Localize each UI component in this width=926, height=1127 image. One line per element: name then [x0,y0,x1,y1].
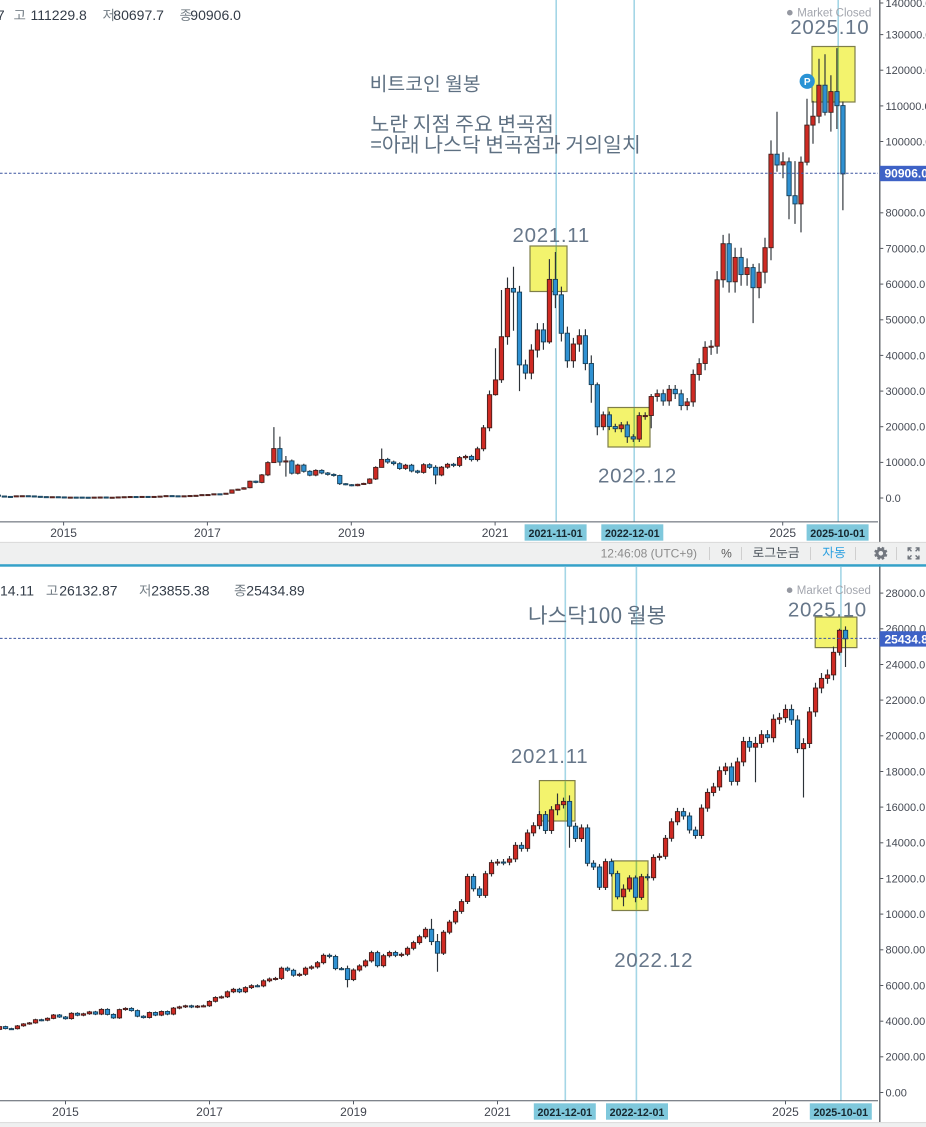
svg-text:28000.0: 28000.0 [886,588,926,600]
svg-text:10000.0: 10000.0 [886,457,926,469]
svg-text:2017: 2017 [194,526,221,540]
svg-text:26132.87: 26132.87 [59,582,118,598]
svg-text:2000.00: 2000.00 [886,1052,926,1064]
svg-text:30000.0: 30000.0 [886,386,926,398]
svg-text:0.00: 0.00 [886,1087,907,1099]
svg-text:110000.0: 110000.0 [886,101,926,113]
svg-text:2015: 2015 [52,1105,79,1119]
svg-text:18000.0: 18000.0 [886,766,926,778]
svg-text:Market Closed: Market Closed [797,7,871,19]
svg-text:P: P [804,77,811,88]
svg-text:23855.38: 23855.38 [151,582,210,598]
svg-text:Market Closed: Market Closed [797,585,871,597]
svg-text:2017: 2017 [196,1105,223,1119]
svg-text:60000.0: 60000.0 [886,279,926,291]
svg-text:130000.0: 130000.0 [886,30,926,42]
svg-text:12:46:08 (UTC+9): 12:46:08 (UTC+9) [601,547,697,561]
svg-text:2019: 2019 [340,1105,367,1119]
svg-text:2025: 2025 [772,1105,799,1119]
svg-text:25434.8: 25434.8 [885,632,926,646]
svg-text:0.0: 0.0 [886,493,901,505]
svg-text:50000.0: 50000.0 [886,315,926,327]
svg-text:2021-12-01: 2021-12-01 [537,1107,592,1119]
svg-text:2025.10: 2025.10 [788,599,867,622]
svg-text:140000.0: 140000.0 [886,0,926,10]
svg-text:40000.0: 40000.0 [886,350,926,362]
svg-text:2021: 2021 [484,1105,511,1119]
svg-text:90906.0: 90906.0 [885,167,926,181]
svg-text:2021.11: 2021.11 [513,224,590,247]
svg-text:2015: 2015 [50,526,77,540]
svg-text:6000.00: 6000.00 [886,980,926,992]
svg-text:111229.8: 111229.8 [31,7,88,23]
svg-text:2025-10-01: 2025-10-01 [813,1107,868,1119]
svg-text:2025-10-01: 2025-10-01 [810,528,865,540]
svg-text:2022.12: 2022.12 [614,949,693,972]
svg-text:2022-12-01: 2022-12-01 [610,1107,665,1119]
svg-text:2025.10: 2025.10 [790,16,869,39]
svg-text:24000.0: 24000.0 [886,659,926,671]
svg-text:2022-12-01: 2022-12-01 [605,528,660,540]
svg-text:14000.0: 14000.0 [886,838,926,850]
svg-text:22000.0: 22000.0 [886,695,926,707]
svg-text:2025: 2025 [769,526,796,540]
svg-text:16000.0: 16000.0 [886,802,926,814]
svg-text:70000.0: 70000.0 [886,243,926,255]
svg-text:4000.00: 4000.00 [886,1016,926,1028]
svg-text:2021: 2021 [482,526,509,540]
svg-text:10000.0: 10000.0 [886,909,926,921]
svg-text:25434.89: 25434.89 [246,582,305,598]
svg-text:8000.00: 8000.00 [886,945,926,957]
svg-text:2021-11-01: 2021-11-01 [529,528,583,540]
svg-text:12000.0: 12000.0 [886,873,926,885]
svg-text:80000.0: 80000.0 [886,208,926,220]
svg-text:100000.0: 100000.0 [886,136,926,148]
svg-text:14.11: 14.11 [0,582,34,598]
svg-text:90906.0: 90906.0 [190,7,241,23]
svg-text:120000.0: 120000.0 [886,65,926,77]
svg-text:%: % [721,547,732,561]
svg-text:80697.7: 80697.7 [113,7,164,23]
svg-text:2019: 2019 [338,526,365,540]
svg-text:20000.0: 20000.0 [886,422,926,434]
svg-text:2021.11: 2021.11 [511,745,588,768]
svg-text:7: 7 [0,7,5,23]
svg-text:20000.0: 20000.0 [886,731,926,743]
svg-text:2022.12: 2022.12 [598,465,677,488]
